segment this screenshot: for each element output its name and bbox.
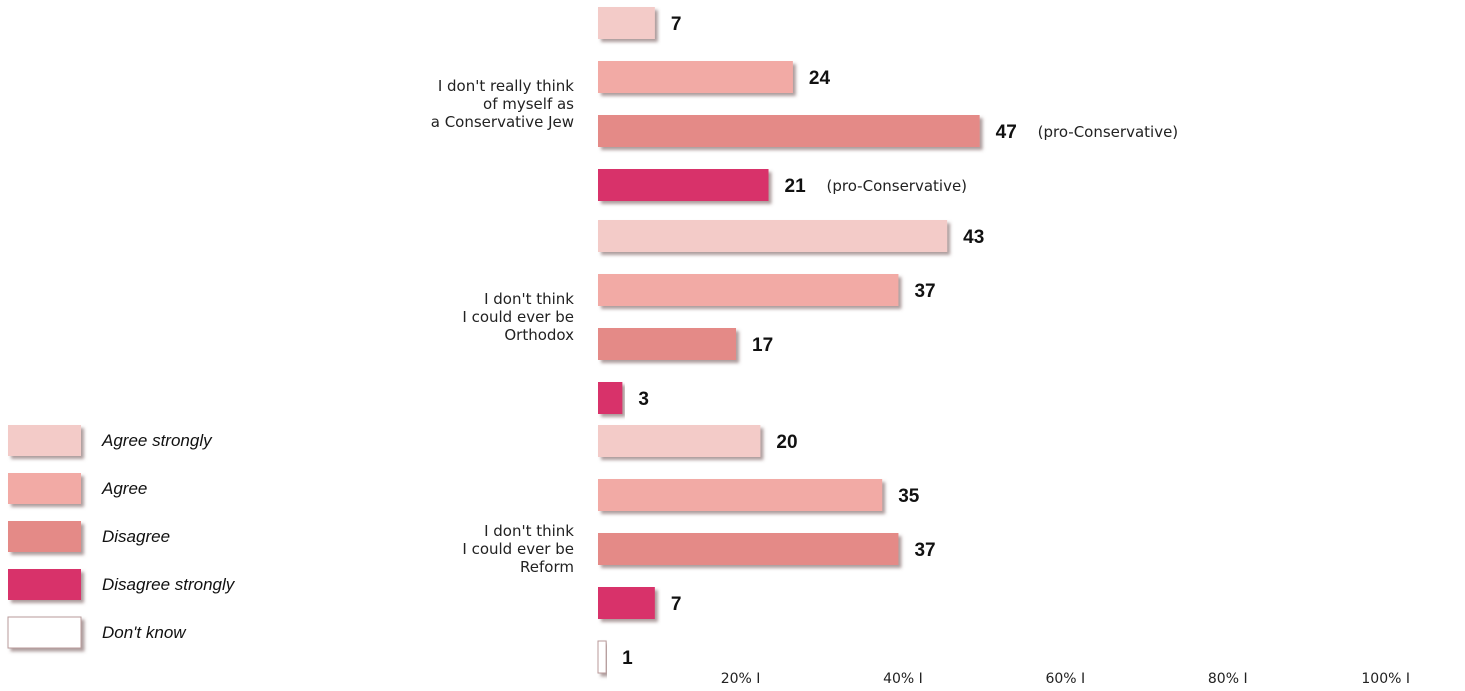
bar [598,479,883,511]
bar [598,115,980,147]
data-label: 7 [671,594,682,615]
data-label: 35 [898,486,920,507]
data-label: 17 [752,335,773,356]
legend-swatch [7,616,82,649]
category-label-line: Orthodox [504,326,574,344]
bar [598,7,655,39]
bar [598,425,761,457]
bar-note: (pro-Conservative) [1038,123,1179,141]
legend-label: Agree [101,479,147,498]
data-label: 43 [963,227,984,248]
bar [598,169,769,201]
bar [598,382,623,414]
data-label: 3 [638,389,649,410]
category-label-line: Reform [520,558,574,576]
data-label: 37 [914,281,935,302]
category-label-line: I don't really think [438,77,574,95]
category-label-line: I could ever be [462,540,574,558]
category-label-line: I could ever be [462,308,574,326]
x-tick-label: 40% I [883,671,923,687]
legend-swatch [8,473,81,504]
data-label: 47 [996,122,1017,143]
bar [598,61,793,93]
category-label-line: a Conservative Jew [431,113,574,131]
x-tick-label: 80% I [1208,671,1248,687]
bar [598,587,655,619]
x-tick-label: 100% I [1361,671,1410,687]
legend-label: Agree strongly [101,431,213,450]
bar-note: (pro-Conservative) [827,177,968,195]
legend-label: Disagree [102,527,170,546]
bar [598,533,899,565]
legend-swatch [8,425,81,456]
bar [598,328,737,360]
x-tick-label: 20% I [721,671,761,687]
bar [598,220,948,252]
category-label-line: I don't think [484,290,574,308]
data-label: 37 [914,540,935,561]
category-label-line: I don't think [484,522,574,540]
data-label: 24 [809,68,831,89]
legend-swatch [8,569,81,600]
data-label: 7 [671,14,682,35]
bar [598,274,899,306]
x-tick-label: 60% I [1045,671,1085,687]
legend-swatch [8,521,81,552]
data-label: 1 [622,648,633,669]
data-label: 20 [776,432,797,453]
category-label-line: of myself as [483,95,574,113]
bar [597,640,607,674]
legend-label: Disagree strongly [102,575,236,594]
legend-label: Don't know [102,623,187,642]
data-label: 21 [785,176,807,197]
